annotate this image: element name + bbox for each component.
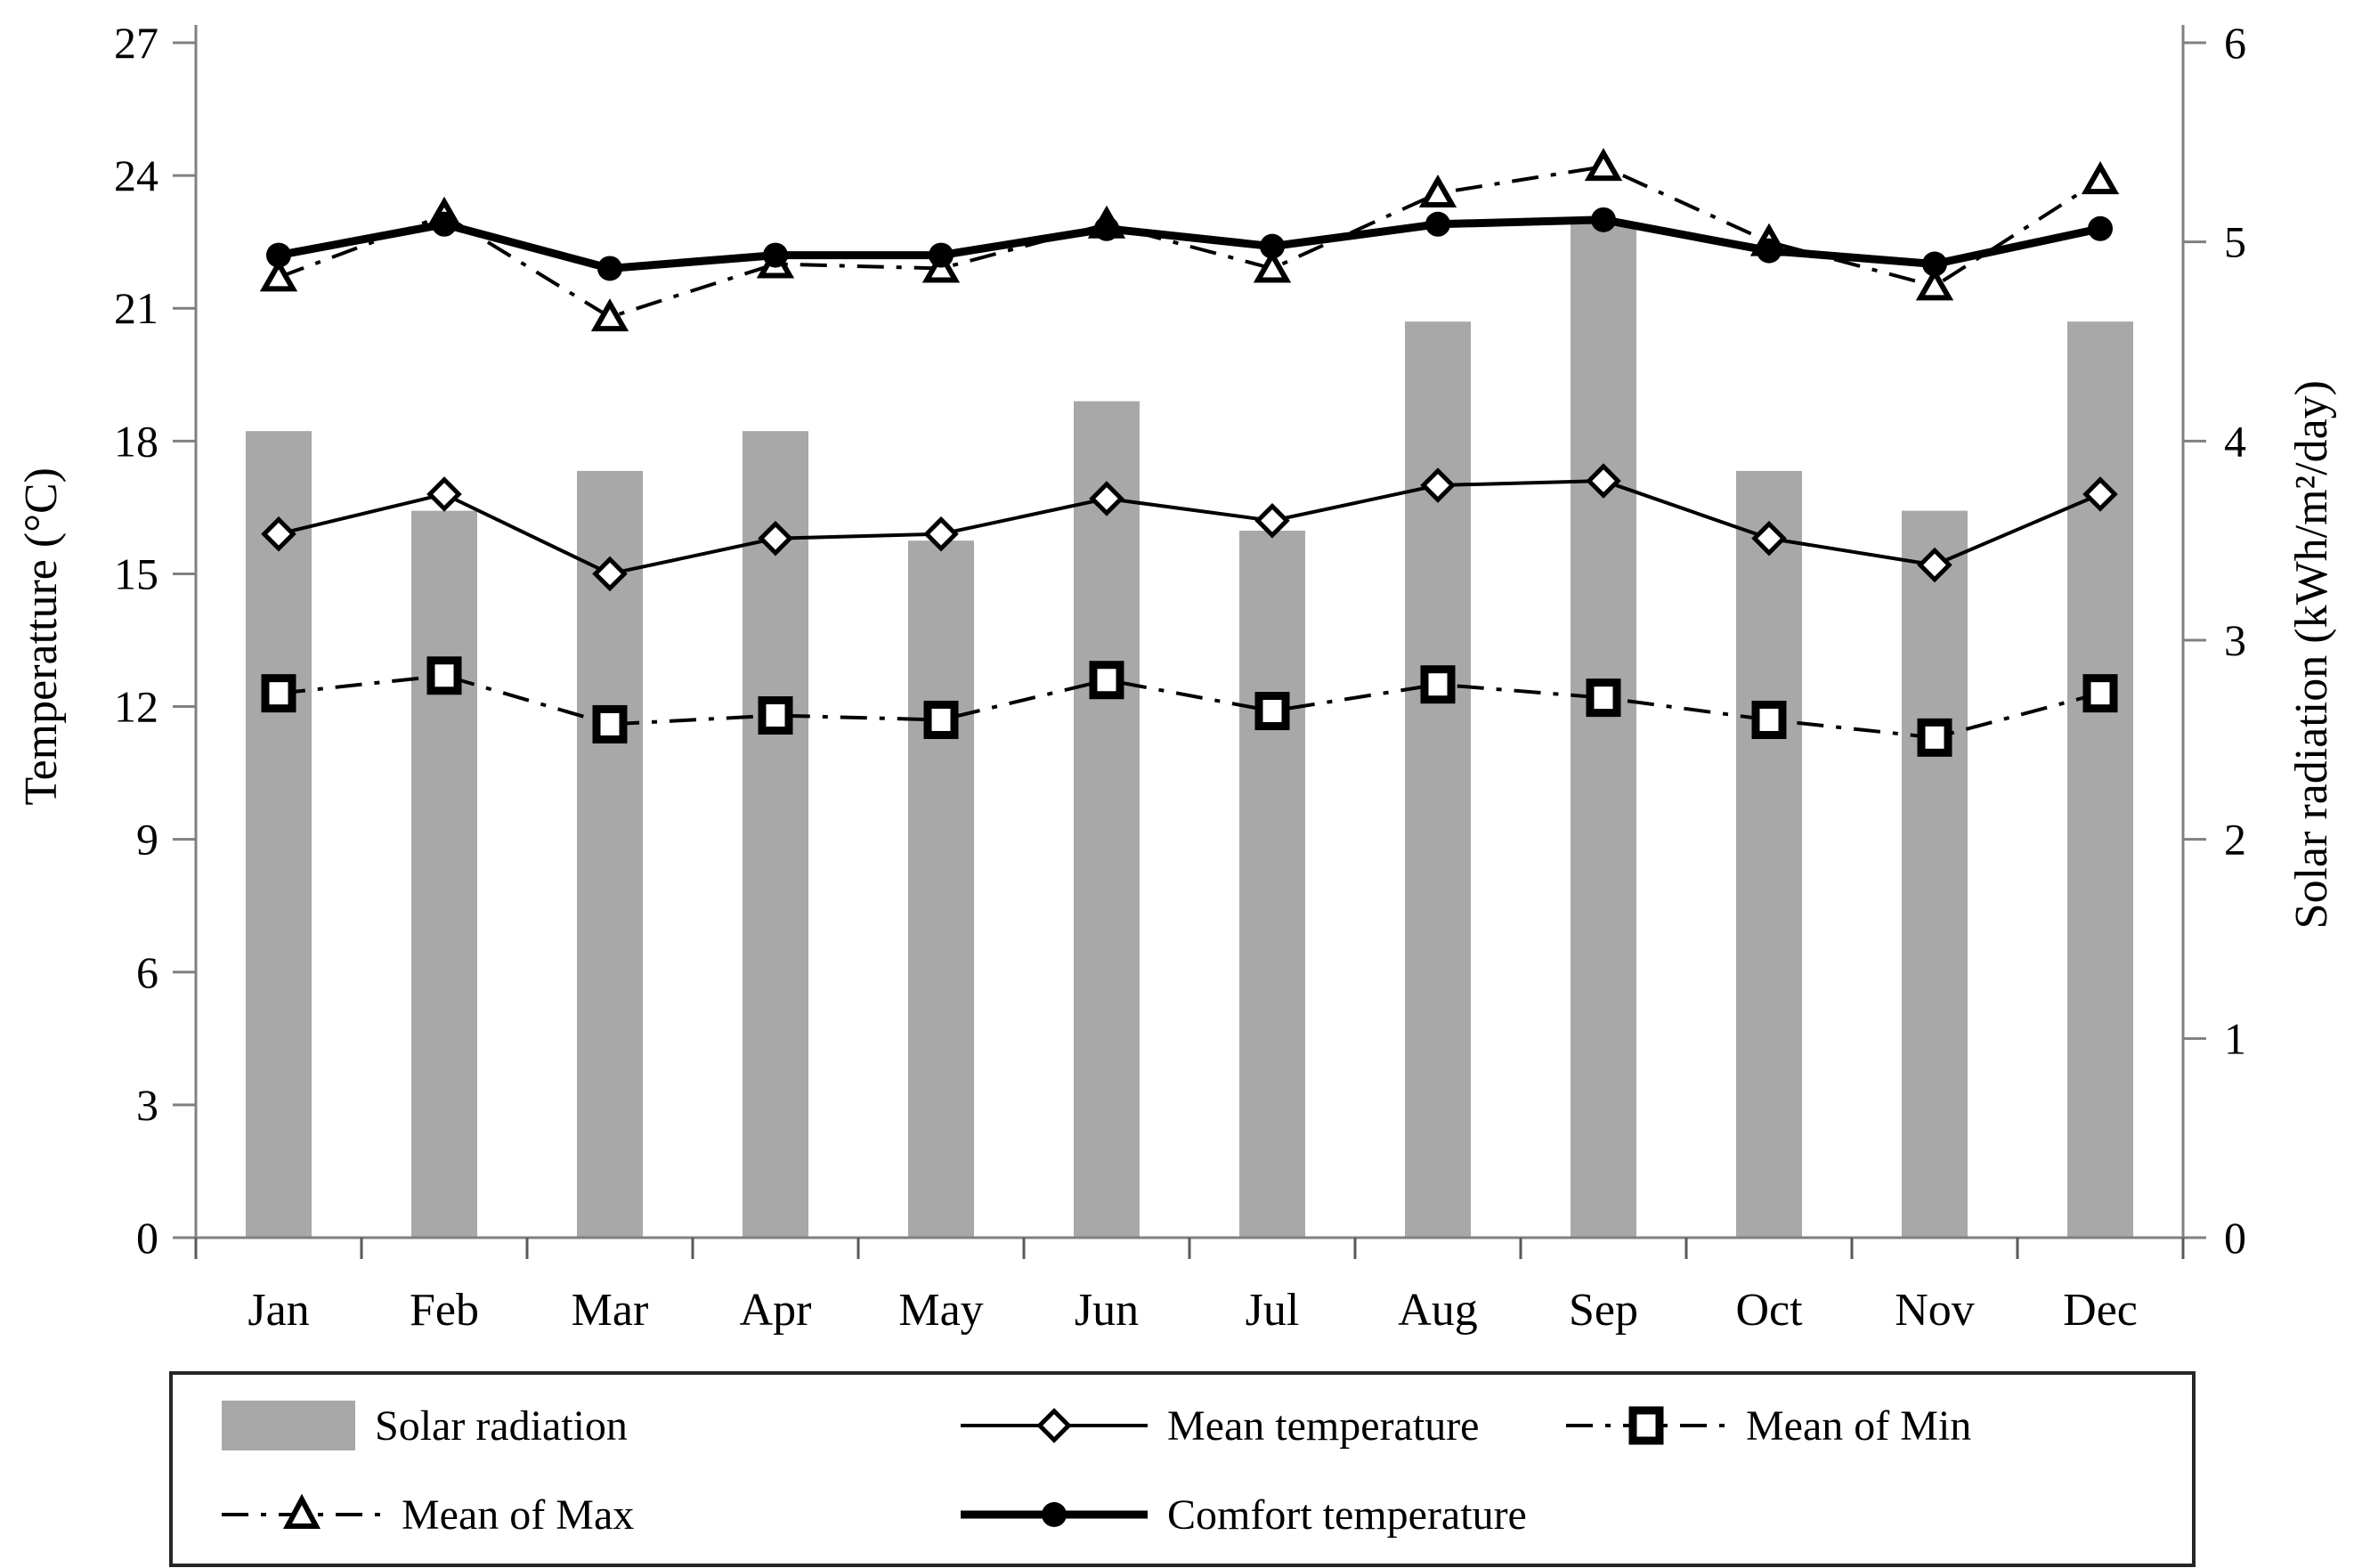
series-mean-temperature: [261, 463, 2118, 592]
svg-text:Mar: Mar: [572, 1285, 649, 1336]
svg-text:0: 0: [2224, 1213, 2246, 1263]
svg-text:12: 12: [114, 682, 158, 732]
legend-item-solar-radiation: Solar radiation: [222, 1394, 628, 1457]
svg-text:5: 5: [2224, 217, 2246, 267]
svg-text:6: 6: [136, 947, 158, 997]
legend: Solar radiation Mean temperature Mean of…: [169, 1371, 2196, 1567]
svg-text:15: 15: [114, 548, 158, 598]
svg-text:Oct: Oct: [1735, 1285, 1803, 1336]
svg-text:Sep: Sep: [1569, 1285, 1638, 1336]
legend-label: Mean of Max: [402, 1491, 635, 1539]
svg-text:18: 18: [114, 416, 158, 466]
svg-text:Jun: Jun: [1075, 1285, 1139, 1336]
left-axis-title-text: Temperatture (°C): [15, 467, 67, 806]
solar-radiation-swatch-icon: [222, 1401, 355, 1450]
right-axis-ticks: 0 1 2 3 4 5 6: [2183, 18, 2246, 1263]
svg-text:1: 1: [2224, 1013, 2246, 1063]
svg-text:Feb: Feb: [410, 1285, 479, 1336]
legend-item-comfort-temperature: Comfort temperature: [961, 1483, 1527, 1546]
svg-text:24: 24: [114, 150, 158, 200]
svg-text:Jul: Jul: [1246, 1285, 1300, 1336]
svg-text:Dec: Dec: [2063, 1285, 2138, 1336]
legend-label: Mean temperature: [1167, 1401, 1480, 1450]
x-axis-ticks: Jan Feb Mar Apr May Jun Jul Aug Sep Oct Nov Dec: [194, 1238, 2185, 1336]
legend-item-mean-of-max: Mean of Max: [222, 1483, 634, 1546]
left-axis-title: Temperatture (°C): [5, 36, 77, 1238]
open-square-line-icon: [1566, 1406, 1726, 1445]
legend-item-mean-of-min: Mean of Min: [1566, 1394, 1971, 1457]
svg-text:9: 9: [136, 815, 158, 865]
series-mean-of-min: [261, 656, 2118, 757]
legend-label: Comfort temperature: [1167, 1491, 1527, 1539]
right-axis-title: Solar radiation (kWh/m²/day): [2276, 36, 2347, 1273]
legend-label: Solar radiation: [375, 1401, 628, 1450]
legend-item-mean-temperature: Mean temperature: [961, 1394, 1479, 1457]
svg-text:6: 6: [2224, 18, 2246, 68]
filled-circle-line-icon: [961, 1502, 1148, 1527]
right-axis-title-text: Solar radiation (kWh/m²/day): [2285, 379, 2337, 930]
open-diamond-line-icon: [961, 1408, 1148, 1443]
svg-text:4: 4: [2224, 416, 2246, 466]
svg-text:May: May: [898, 1285, 983, 1336]
svg-text:Apr: Apr: [740, 1285, 812, 1336]
svg-text:21: 21: [114, 283, 158, 333]
left-axis-ticks: 0 3 6 9 12 15 18 21 24 27: [114, 18, 196, 1263]
svg-text:3: 3: [2224, 615, 2246, 665]
svg-text:0: 0: [136, 1213, 158, 1263]
svg-text:Nov: Nov: [1895, 1285, 1975, 1336]
legend-label: Mean of Min: [1746, 1401, 1972, 1450]
open-triangle-line-icon: [222, 1493, 382, 1529]
svg-text:2: 2: [2224, 815, 2246, 865]
svg-text:Aug: Aug: [1398, 1285, 1478, 1336]
series-comfort-temperature: [266, 207, 2113, 281]
svg-text:27: 27: [114, 18, 158, 68]
svg-text:Jan: Jan: [248, 1285, 309, 1336]
series-solar-radiation-bars: [246, 222, 2133, 1239]
svg-text:3: 3: [136, 1080, 158, 1130]
